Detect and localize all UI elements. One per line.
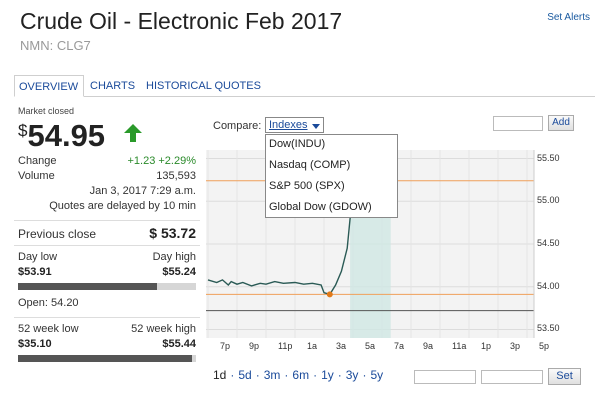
set-button[interactable]: Set xyxy=(548,368,581,385)
period-separator: · xyxy=(230,368,235,382)
x-tick-label: 7p xyxy=(220,341,231,351)
dropdown-option-nasdaq[interactable]: Nasdaq (COMP) xyxy=(269,159,351,171)
period-option-1y[interactable]: 1y xyxy=(321,368,334,382)
change-value: +1.23 +2.29% xyxy=(127,155,196,167)
y-tick-label: 55.00 xyxy=(537,195,560,206)
week52-range-bar xyxy=(18,355,196,362)
tab-bar: OVERVIEW CHARTS HISTORICAL QUOTES xyxy=(14,75,595,97)
price-value: 54.95 xyxy=(27,118,106,153)
period-option-5y[interactable]: 5y xyxy=(370,368,384,382)
day-high-value: $55.24 xyxy=(162,266,196,278)
week52-low-label: 52 week low xyxy=(18,323,79,335)
period-option-5d[interactable]: 5d xyxy=(238,368,252,382)
period-separator: · xyxy=(284,368,289,382)
x-tick-label: 11a xyxy=(452,341,467,351)
period-separator: · xyxy=(255,368,260,382)
up-arrow-icon xyxy=(124,124,142,142)
dropdown-option-dow[interactable]: Dow(INDU) xyxy=(269,138,326,150)
ticker-symbol: NMN: CLG7 xyxy=(20,38,91,53)
period-separator: · xyxy=(313,368,318,382)
open-row: Open: 54.20 xyxy=(14,296,200,311)
delay-note: Quotes are delayed by 10 min xyxy=(49,200,196,212)
currency-symbol: $ xyxy=(18,121,28,140)
change-label: Change xyxy=(18,155,57,167)
day-range-labels: Day low Day high xyxy=(14,250,200,265)
day-high-label: Day high xyxy=(152,251,196,263)
add-button[interactable]: Add xyxy=(548,115,574,131)
divider xyxy=(14,220,200,221)
quote-datetime: Jan 3, 2017 7:29 a.m. xyxy=(89,185,196,197)
week52-low-value: $35.10 xyxy=(18,338,52,350)
divider xyxy=(14,245,200,246)
dropdown-option-global-dow[interactable]: Global Dow (GDOW) xyxy=(269,201,372,213)
x-tick-label: 5p xyxy=(539,341,550,351)
day-range-values: $53.91 $55.24 xyxy=(14,265,200,280)
week52-range-labels: 52 week low 52 week high xyxy=(14,322,200,337)
x-tick-label: 9a xyxy=(423,341,434,351)
period-separator: · xyxy=(362,368,367,382)
x-tick-label: 1a xyxy=(307,341,318,351)
volume-row: Volume 135,593 xyxy=(14,169,200,184)
previous-close-value: $ 53.72 xyxy=(149,225,196,241)
day-low-marker xyxy=(326,291,333,298)
compare-dropdown[interactable]: Indexes xyxy=(265,117,324,133)
compare-symbol-input[interactable] xyxy=(493,116,543,131)
tab-overview[interactable]: OVERVIEW xyxy=(14,75,84,97)
x-tick-label: 5a xyxy=(365,341,376,351)
volume-label: Volume xyxy=(18,170,55,182)
compare-selected: Indexes xyxy=(269,119,308,131)
x-tick-label: 3p xyxy=(510,341,521,351)
page-title: Crude Oil - Electronic Feb 2017 xyxy=(20,8,343,34)
period-selector: 1d · 5d · 3m · 6m · 1y · 3y · 5y xyxy=(213,368,383,382)
day-range-bar xyxy=(18,283,196,290)
x-tick-label: 3a xyxy=(336,341,347,351)
dropdown-option-sp500[interactable]: S&P 500 (SPX) xyxy=(269,180,345,192)
period-separator: · xyxy=(337,368,342,382)
quote-panel: Market closed $54.95 Change +1.23 +2.29%… xyxy=(14,106,200,368)
x-tick-label: 7a xyxy=(394,341,405,351)
week52-high-label: 52 week high xyxy=(131,323,196,335)
period-option-3m[interactable]: 3m xyxy=(263,368,281,382)
period-option-1d[interactable]: 1d xyxy=(213,368,227,382)
previous-close-row: Previous close $ 53.72 xyxy=(14,221,200,245)
day-low-value: $53.91 xyxy=(18,266,52,278)
divider xyxy=(14,317,200,318)
start-date-input[interactable] xyxy=(414,370,476,384)
end-date-input[interactable] xyxy=(481,370,543,384)
day-low-label: Day low xyxy=(18,251,58,263)
period-option-6m[interactable]: 6m xyxy=(292,368,310,382)
week52-range-fill xyxy=(18,355,193,362)
tab-historical-quotes[interactable]: HISTORICAL QUOTES xyxy=(146,80,261,92)
price-row: $54.95 xyxy=(14,116,200,154)
last-price: $54.95 xyxy=(18,118,105,154)
period-option-3y[interactable]: 3y xyxy=(345,368,359,382)
y-tick-label: 54.00 xyxy=(537,280,560,291)
day-range-fill xyxy=(18,283,157,290)
y-tick-label: 55.50 xyxy=(537,152,560,163)
caret-down-icon xyxy=(312,124,320,129)
compare-label: Compare: xyxy=(213,120,262,132)
x-tick-label: 11p xyxy=(278,341,293,351)
x-tick-label: 9p xyxy=(249,341,260,351)
week52-range-values: $35.10 $55.44 xyxy=(14,337,200,352)
datetime-row: Jan 3, 2017 7:29 a.m. xyxy=(14,184,200,199)
volume-value: 135,593 xyxy=(156,170,196,182)
y-tick-label: 54.50 xyxy=(537,238,560,248)
previous-close-label: Previous close xyxy=(18,227,97,241)
delay-row: Quotes are delayed by 10 min xyxy=(14,199,200,214)
x-tick-label: 1p xyxy=(481,341,492,351)
set-alerts-link[interactable]: Set Alerts xyxy=(547,12,590,23)
change-row: Change +1.23 +2.29% xyxy=(14,154,200,169)
open-value: Open: 54.20 xyxy=(18,297,79,309)
y-tick-label: 53.50 xyxy=(537,323,560,334)
week52-high-value: $55.44 xyxy=(162,338,196,350)
compare-dropdown-menu: Dow(INDU) Nasdaq (COMP) S&P 500 (SPX) Gl… xyxy=(265,134,398,218)
market-status: Market closed xyxy=(18,106,75,116)
tab-charts[interactable]: CHARTS xyxy=(90,80,136,92)
